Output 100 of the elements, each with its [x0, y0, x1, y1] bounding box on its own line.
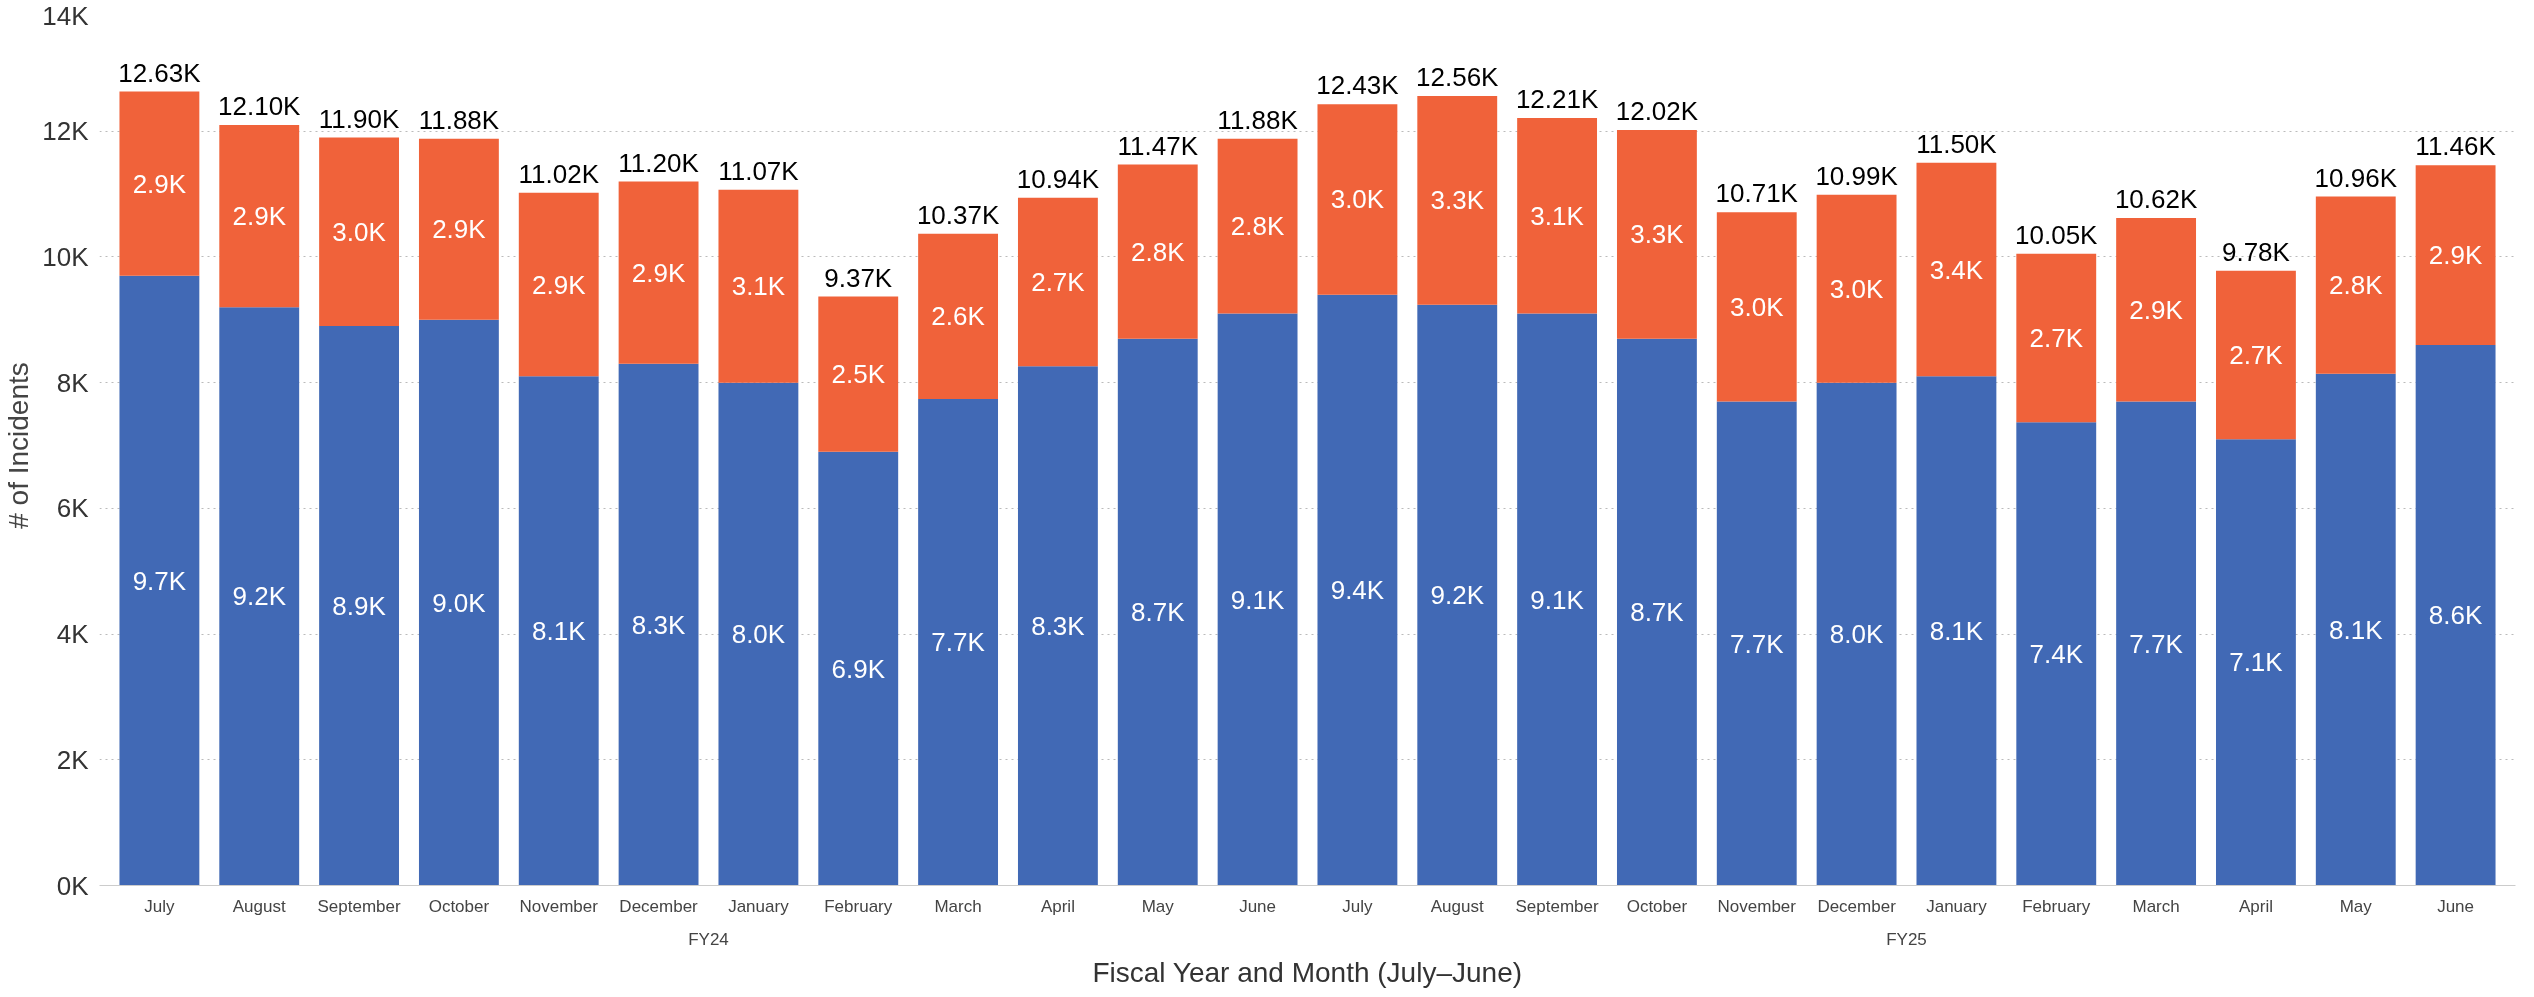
data-label: 3.1K — [731, 271, 786, 302]
data-label: 9.4K — [1330, 575, 1385, 606]
data-label: 2.9K — [2428, 240, 2483, 271]
bar — [618, 181, 699, 364]
bar — [1117, 338, 1198, 886]
total-label: 11.07K — [718, 155, 800, 186]
data-label: 9.0K — [432, 587, 487, 618]
x-tick-label: February — [2022, 896, 2091, 916]
x-tick-label: February — [824, 896, 893, 916]
data-label: 8.1K — [1929, 615, 1984, 646]
total-label: 12.21K — [1515, 84, 1599, 115]
total-label: 12.02K — [1615, 95, 1699, 126]
bar — [918, 398, 999, 886]
total-label: 10.62K — [2114, 183, 2198, 214]
x-tick-label: August — [232, 896, 286, 916]
total-label: 11.88K — [1217, 104, 1299, 135]
data-label: 8.3K — [631, 609, 686, 640]
total-label: 12.56K — [1416, 62, 1500, 93]
bar — [1517, 118, 1598, 314]
data-label: 8.7K — [1630, 597, 1685, 628]
data-label: 9.1K — [1230, 584, 1285, 615]
x-tick-label: July — [144, 896, 176, 916]
bar — [1616, 338, 1697, 886]
bar — [1916, 162, 1997, 377]
bar — [219, 307, 300, 886]
data-label: 8.0K — [1829, 619, 1884, 650]
x-tick-label: September — [317, 896, 401, 916]
data-label: 3.3K — [1630, 219, 1685, 250]
data-label: 2.8K — [2329, 270, 2384, 301]
bar — [2315, 196, 2396, 374]
data-label: 2.9K — [132, 168, 187, 199]
total-label: 11.46K — [2415, 131, 2497, 162]
data-label: 3.0K — [1730, 291, 1785, 322]
data-label: 7.7K — [2129, 628, 2184, 659]
y-tick-label: 6K — [56, 493, 90, 524]
total-label: 11.02K — [518, 158, 600, 189]
data-label: 3.1K — [1530, 200, 1585, 231]
data-label: 8.6K — [2428, 600, 2483, 631]
data-label: 2.6K — [931, 301, 986, 332]
x-tick-label: September — [1515, 896, 1599, 916]
y-tick-label: 0K — [56, 870, 90, 901]
bar — [2216, 439, 2296, 886]
bar — [1916, 376, 1997, 886]
x-tick-label: January — [1926, 896, 1988, 916]
bar — [2116, 401, 2197, 886]
y-axis-title: # of Incidents — [3, 362, 35, 529]
x-tick-label: March — [934, 896, 982, 916]
data-label: 2.9K — [2129, 294, 2184, 325]
y-tick-label: 4K — [56, 619, 90, 650]
y-tick-label: 14K — [42, 0, 90, 31]
data-label: 9.2K — [232, 581, 287, 612]
data-label: 7.1K — [2229, 647, 2284, 678]
bar — [1217, 313, 1298, 886]
data-label: 8.3K — [1031, 610, 1086, 641]
x-tick-label: August — [1430, 896, 1484, 916]
y-tick-label: 8K — [56, 367, 90, 398]
data-label: 7.7K — [1730, 628, 1785, 659]
data-label: 2.9K — [631, 257, 686, 288]
data-label: 2.7K — [2029, 323, 2084, 354]
bar — [518, 192, 599, 377]
total-label: 11.90K — [318, 103, 400, 134]
data-label: 3.3K — [1430, 185, 1485, 216]
data-label: 6.9K — [831, 653, 886, 684]
bar — [1017, 366, 1098, 886]
bar — [119, 275, 200, 886]
total-label: 12.10K — [218, 90, 302, 121]
total-label: 9.37K — [824, 262, 893, 293]
bar — [618, 363, 699, 886]
bar — [119, 91, 200, 276]
y-tick-label: 10K — [42, 241, 90, 272]
bar — [319, 326, 399, 886]
bar — [1816, 194, 1897, 383]
x-tick-label: December — [1817, 896, 1897, 916]
data-label: 9.7K — [132, 565, 187, 596]
x-tick-label: April — [2238, 896, 2273, 916]
text: FY24 — [688, 929, 729, 949]
x-tick-label: June — [1239, 896, 1277, 916]
bar — [718, 189, 799, 383]
total-label: 10.37K — [916, 199, 1000, 230]
bar — [2315, 373, 2396, 886]
total-label: 12.63K — [118, 57, 202, 88]
data-label: 2.5K — [831, 359, 886, 390]
bar — [2216, 270, 2296, 440]
bar — [1716, 212, 1797, 402]
total-label: 12.43K — [1316, 70, 1400, 101]
data-label: 2.9K — [232, 201, 287, 232]
total-label: 10.71K — [1715, 178, 1799, 209]
total-label: 9.78K — [2221, 236, 2291, 267]
bar — [2116, 217, 2197, 402]
bar — [1017, 197, 1098, 367]
data-label: 8.9K — [332, 590, 387, 621]
data-label: 3.0K — [1330, 184, 1385, 215]
data-label: 2.7K — [2229, 339, 2284, 370]
data-label: 2.7K — [1031, 267, 1086, 298]
x-tick-label: May — [2339, 896, 2373, 916]
bar — [1217, 138, 1298, 314]
x-tick-label: January — [728, 896, 790, 916]
x-tick-label: December — [619, 896, 699, 916]
total-label: 11.88K — [418, 104, 500, 135]
bar — [1117, 164, 1198, 339]
